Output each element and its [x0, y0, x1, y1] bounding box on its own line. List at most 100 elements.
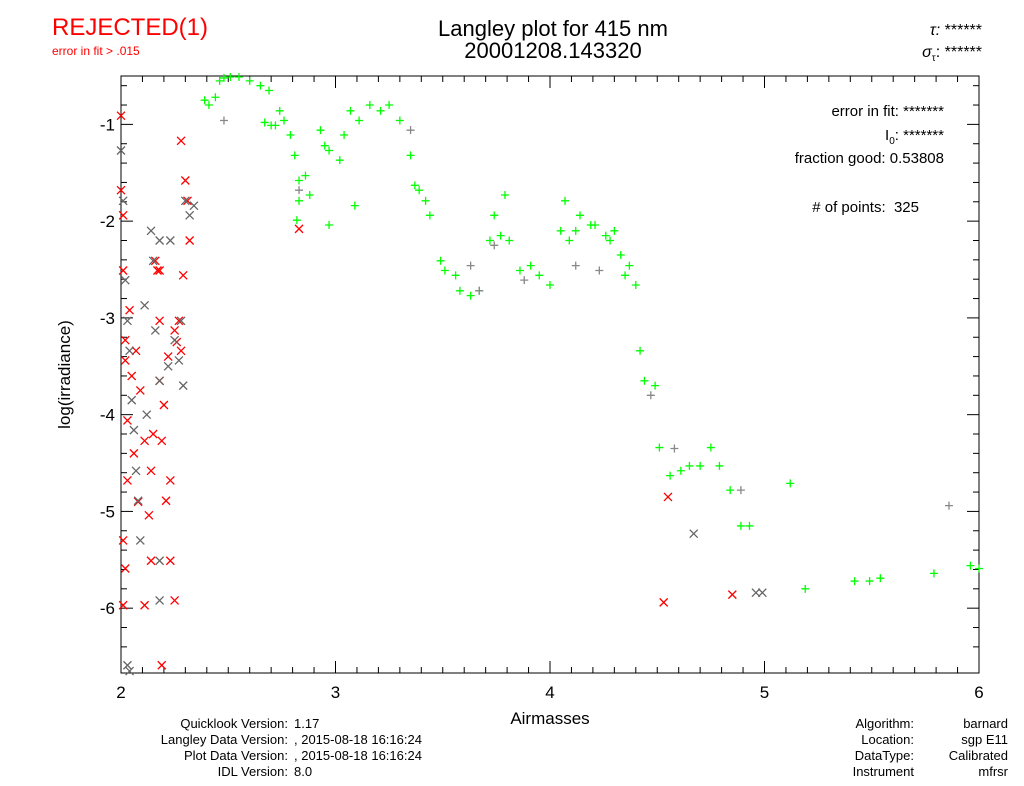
- data-point-good: [316, 126, 325, 135]
- data-point-good: [490, 211, 499, 220]
- data-point-rejected: [140, 436, 150, 446]
- data-point-good: [451, 271, 460, 280]
- data-point-rejected: [120, 356, 130, 365]
- data-point-flagged-x: [176, 316, 186, 326]
- data-point-flagged-plus: [520, 276, 529, 285]
- data-point-good: [736, 521, 745, 530]
- data-point-good: [505, 236, 514, 245]
- data-point-good: [685, 461, 694, 470]
- data-point-good: [415, 186, 424, 195]
- data-point-good: [215, 76, 224, 85]
- data-point-rejected: [122, 475, 132, 485]
- data-point-good: [726, 486, 735, 495]
- data-point-good: [485, 236, 494, 245]
- data-point-good: [350, 201, 359, 210]
- data-point-flagged-x: [129, 425, 139, 435]
- data-point-good: [576, 211, 585, 220]
- data-point-rejected: [183, 196, 192, 206]
- data-point-rejected: [153, 266, 162, 275]
- i0-sub: 0: [889, 136, 895, 147]
- footer-label: Plot Data Version:: [183, 748, 288, 763]
- data-point-good: [295, 196, 304, 205]
- footer-value: Calibrated: [948, 748, 1008, 763]
- y-axis-label: log(irradiance): [55, 320, 74, 429]
- data-point-good: [305, 191, 314, 200]
- data-point-flagged-plus: [466, 261, 475, 270]
- data-point-good: [715, 461, 724, 470]
- data-point-rejected: [178, 270, 188, 280]
- data-point-rejected: [163, 352, 173, 362]
- data-point-good: [561, 196, 570, 205]
- data-point-rejected: [118, 535, 128, 545]
- data-point-good: [355, 116, 364, 125]
- y-tick-label: -2: [100, 212, 115, 231]
- data-point-flagged-x: [127, 395, 137, 405]
- data-point-flagged-plus: [646, 391, 655, 400]
- data-point-flagged-x: [170, 335, 180, 345]
- data-point-good: [666, 471, 675, 480]
- data-point-good: [621, 271, 630, 280]
- fraction-label: fraction good:: [794, 150, 886, 167]
- x-tick-label: 3: [331, 683, 340, 702]
- footer-label: IDL Version:: [217, 764, 288, 779]
- data-point-rejected: [159, 400, 169, 410]
- x-tick-label: 5: [760, 683, 769, 702]
- data-point-good: [606, 236, 615, 245]
- data-point-rejected: [663, 492, 673, 502]
- tau-value: ******: [944, 22, 982, 39]
- data-point-flagged-x: [689, 529, 699, 539]
- footer-value: 1.17: [294, 716, 320, 731]
- data-point-good: [696, 461, 705, 470]
- sigma-label: σ: [922, 44, 932, 61]
- x-tick-label: 4: [545, 683, 554, 702]
- data-point-rejected: [118, 210, 128, 220]
- data-point-good: [280, 116, 289, 125]
- sigma-colon: :: [935, 44, 941, 61]
- i0-label: I: [885, 127, 890, 144]
- data-point-good: [515, 266, 524, 275]
- data-point-good: [376, 106, 385, 115]
- data-point-rejected: [727, 590, 737, 600]
- i0-value: *******: [903, 127, 944, 144]
- data-point-good: [325, 146, 334, 155]
- i0-colon: :: [894, 127, 899, 144]
- x-axis-label: Airmasses: [510, 709, 589, 728]
- footer-value: sgp E11: [961, 732, 1008, 747]
- data-point-rejected: [170, 595, 180, 605]
- data-point-good: [929, 569, 938, 578]
- data-point-good: [496, 231, 505, 240]
- data-point-rejected: [176, 346, 186, 356]
- data-point-good: [275, 106, 284, 115]
- data-point-good: [410, 181, 419, 190]
- footer-label: Location:: [861, 732, 914, 747]
- data-point-rejected: [157, 660, 167, 670]
- data-point-good: [436, 256, 445, 265]
- data-point-good: [865, 577, 874, 586]
- data-point-good: [271, 121, 280, 130]
- data-point-good: [406, 151, 415, 160]
- data-point-flagged-plus: [670, 444, 679, 453]
- data-point-good: [286, 131, 295, 140]
- data-point-flagged-plus: [571, 261, 580, 270]
- data-point-rejected: [148, 429, 158, 439]
- data-point-good: [526, 261, 535, 270]
- data-point-flagged-plus: [595, 266, 604, 275]
- y-tick-label: -6: [100, 599, 115, 618]
- data-point-good: [425, 211, 434, 220]
- data-point-good: [256, 81, 265, 90]
- data-point-rejected: [180, 176, 190, 185]
- data-point-good: [591, 221, 600, 230]
- data-point-good: [651, 381, 660, 390]
- data-point-good: [500, 191, 509, 200]
- data-point-good: [466, 291, 475, 300]
- data-point-rejected: [116, 185, 126, 195]
- data-point-good: [706, 443, 715, 452]
- data-point-rejected: [146, 556, 156, 566]
- data-point-good: [340, 131, 349, 140]
- data-point-good: [745, 521, 754, 530]
- data-point-flagged-x: [174, 356, 184, 365]
- chart-subtitle: 20001208.143320: [464, 38, 642, 63]
- data-point-good: [546, 280, 554, 289]
- data-point-rejected: [294, 224, 304, 234]
- data-point-flagged-plus: [219, 116, 228, 125]
